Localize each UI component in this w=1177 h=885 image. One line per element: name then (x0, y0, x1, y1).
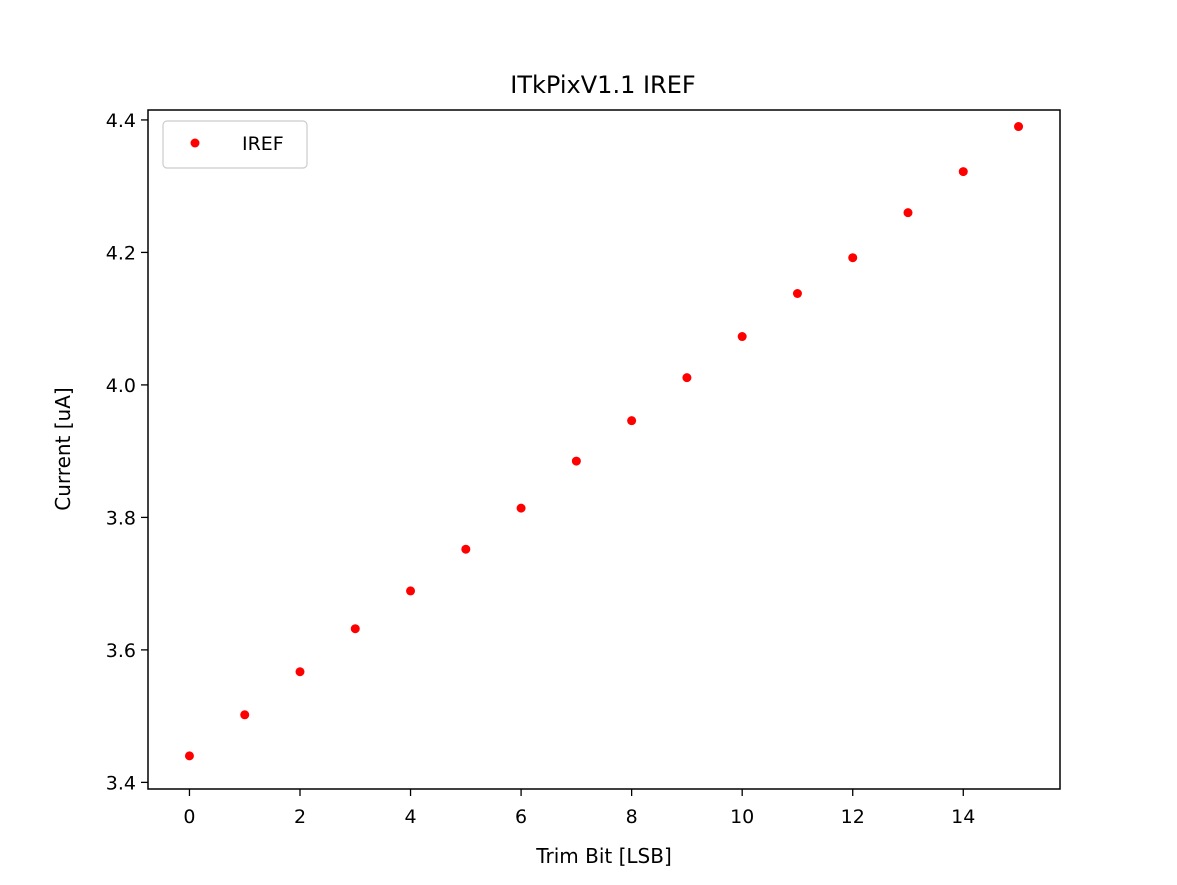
x-tick-label: 2 (294, 806, 306, 828)
data-point-iref-10 (737, 332, 747, 342)
y-tick-label: 3.8 (106, 507, 136, 529)
legend-label-iref: IREF (242, 133, 284, 155)
y-tick-label: 3.6 (106, 640, 136, 662)
data-point-iref-5 (461, 544, 471, 554)
data-point-iref-14 (958, 167, 968, 177)
chart-title: ITkPixV1.1 IREF (510, 71, 695, 99)
x-tick-label: 10 (730, 806, 754, 828)
x-tick-label: 0 (183, 806, 195, 828)
y-tick-label: 4.0 (106, 375, 136, 397)
legend-box (162, 120, 308, 169)
data-point-iref-15 (1014, 122, 1024, 132)
data-point-iref-13 (903, 208, 913, 218)
data-point-iref-2 (295, 667, 305, 677)
x-tick-label: 6 (515, 806, 527, 828)
x-axis-label: Trim Bit [LSB] (535, 844, 672, 868)
x-tick-label: 8 (626, 806, 638, 828)
data-point-iref-3 (350, 624, 360, 634)
data-point-iref-12 (848, 253, 858, 263)
x-tick-label: 12 (841, 806, 865, 828)
data-point-iref-11 (792, 288, 802, 298)
data-point-iref-6 (516, 503, 526, 513)
data-point-iref-0 (184, 751, 194, 761)
legend-marker-iref (190, 138, 200, 148)
y-tick-label: 3.4 (106, 772, 136, 794)
x-axis-ticks: 0 2 4 6 8 10 12 14 (183, 789, 975, 828)
plot-frame (147, 109, 1061, 790)
legend: IREF (162, 120, 308, 169)
y-axis-label: Current [uA] (51, 387, 75, 510)
data-point-iref-4 (406, 586, 416, 596)
x-tick-label: 4 (404, 806, 416, 828)
data-points (184, 122, 1024, 761)
data-point-iref-1 (240, 710, 250, 720)
data-point-iref-8 (627, 416, 637, 426)
y-axis-ticks: 3.4 3.6 3.8 4.0 4.2 4.4 (106, 110, 148, 794)
data-point-iref-9 (682, 373, 692, 383)
y-tick-label: 4.4 (106, 110, 136, 132)
x-tick-label: 14 (951, 806, 975, 828)
data-point-iref-7 (571, 456, 581, 466)
y-tick-label: 4.2 (106, 242, 136, 264)
